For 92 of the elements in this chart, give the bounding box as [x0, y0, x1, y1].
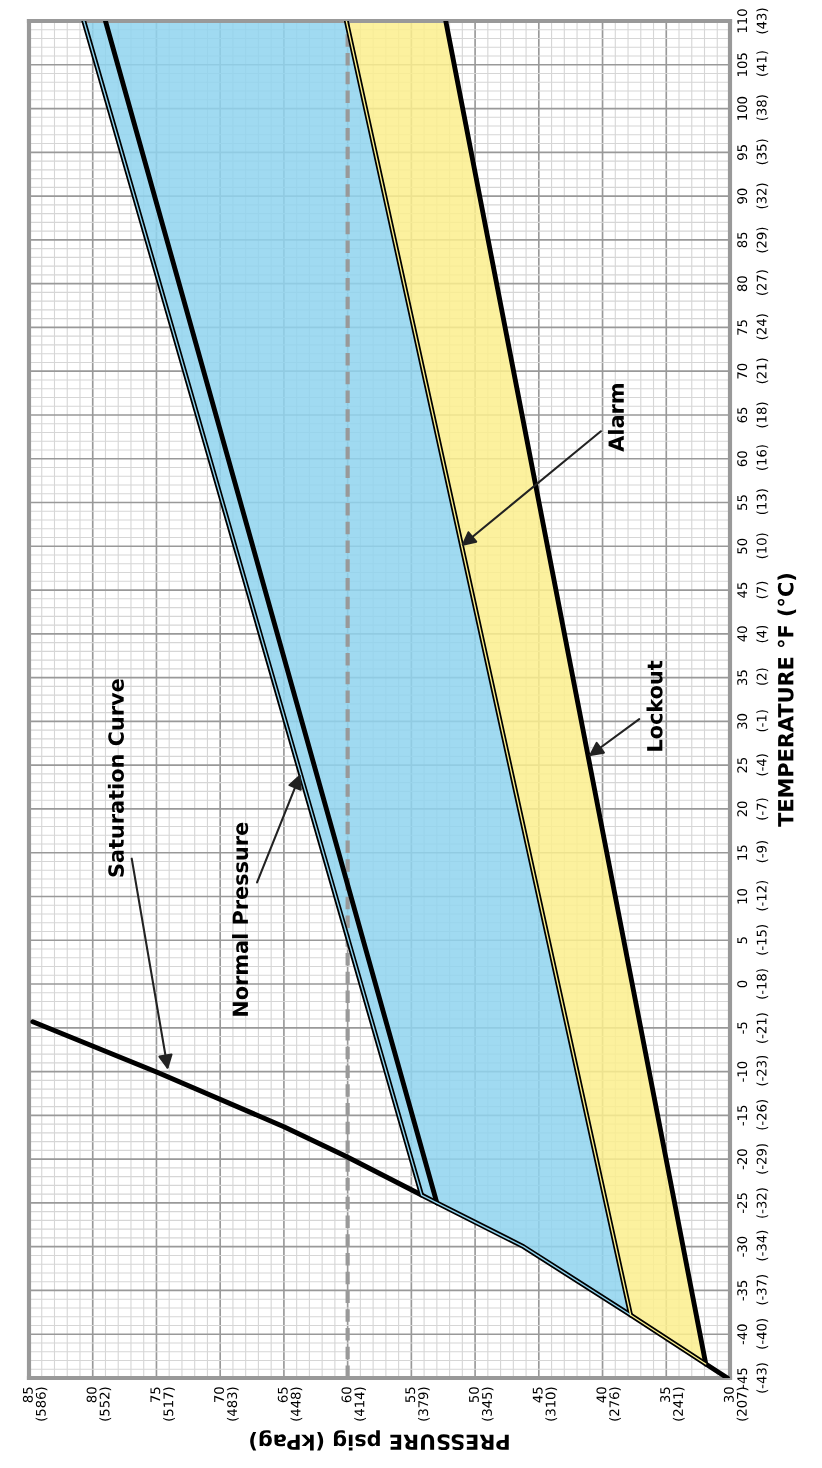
x2-tick-label: (414) [354, 1387, 366, 1421]
y2-tick-label: (-34) [756, 1230, 769, 1261]
y-tick-label: 80 [737, 276, 748, 292]
y2-tick-label: (-40) [756, 1319, 769, 1349]
y-tick-label: -10 [737, 1061, 748, 1082]
y2-tick-label: (24) [756, 314, 769, 340]
y2-tick-label: (38) [756, 95, 769, 121]
y2-tick-label: (16) [756, 445, 769, 470]
x2-tick-label: (276) [609, 1387, 621, 1421]
y2-tick-label: (-4) [756, 754, 769, 776]
y-tick-label: 100 [737, 96, 748, 120]
y-tick-label: -20 [737, 1149, 748, 1170]
x2-tick-label: (241) [672, 1387, 685, 1421]
x2-tick-label: (379) [418, 1387, 430, 1421]
y-tick-label: 0 [737, 980, 748, 988]
y-tick-label: 55 [737, 495, 748, 510]
y-tick-label: 45 [737, 582, 748, 598]
y2-axis-title: TEMPERATURE °F (°C) [777, 574, 797, 827]
y-tick-label: 70 [737, 363, 748, 379]
x2-tick-label: (586) [35, 1387, 48, 1421]
x2-tick-label: (448) [290, 1387, 303, 1421]
x-tick-label: 55 [405, 1387, 416, 1403]
y2-tick-label: (-18) [756, 969, 769, 999]
y-tick-label: -30 [737, 1236, 748, 1257]
y-tick-label: -25 [737, 1193, 748, 1214]
x-tick-label: 50 [468, 1387, 479, 1403]
y-tick-label: 25 [737, 757, 748, 773]
y-tick-label: 50 [737, 538, 748, 554]
y2-tick-label: (27) [756, 270, 769, 296]
x-axis-title: PRESSURE psig (kPag) [250, 1430, 509, 1451]
y2-tick-label: (-26) [756, 1100, 769, 1130]
y2-tick-label: (-12) [756, 880, 769, 911]
y2-tick-label: (-32) [756, 1188, 769, 1218]
y2-tick-label: (-7) [756, 798, 769, 820]
y2-tick-label: (35) [756, 139, 769, 165]
y-tick-label: 65 [737, 407, 748, 423]
y-tick-label: -35 [737, 1280, 748, 1301]
annotation: Normal Pressure [232, 822, 249, 1016]
x-tick-label: 75 [150, 1387, 161, 1403]
y-tick-label: 20 [737, 801, 748, 817]
y-tick-label: 40 [737, 626, 748, 642]
x2-tick-label: (345) [481, 1387, 494, 1421]
y2-tick-label: (2) [756, 668, 769, 685]
y-tick-label: 60 [737, 451, 748, 467]
y2-tick-label: (29) [756, 227, 769, 253]
y2-tick-label: (-37) [756, 1274, 769, 1305]
y-tick-label: 110 [737, 9, 748, 33]
x-tick-label: 65 [277, 1387, 288, 1403]
y2-tick-label: (-9) [756, 841, 769, 863]
y-tick-label: 35 [737, 670, 748, 685]
y2-tick-label: (13) [756, 489, 769, 515]
y2-tick-label: (-1) [756, 710, 769, 732]
y-tick-label: 95 [737, 145, 748, 160]
y-tick-label: 85 [737, 232, 748, 248]
x2-tick-label: (483) [226, 1387, 239, 1421]
x-tick-label: 45 [532, 1387, 543, 1403]
y-tick-label: 90 [737, 188, 748, 204]
y2-tick-label: (-21) [756, 1013, 769, 1043]
x-tick-label: 70 [214, 1387, 225, 1403]
x2-tick-label: (552) [99, 1387, 112, 1421]
x2-tick-label: (310) [545, 1387, 558, 1421]
y-tick-label: 10 [737, 888, 748, 904]
x-tick-label: 35 [660, 1387, 671, 1403]
y-tick-label: -5 [737, 1022, 748, 1034]
y2-tick-label: (-29) [756, 1144, 769, 1174]
y-tick-label: -40 [737, 1324, 748, 1345]
y-tick-label: 105 [737, 53, 748, 76]
x-tick-label: 30 [723, 1387, 734, 1403]
annotation: Saturation Curve [107, 679, 124, 877]
y2-tick-label: (10) [756, 533, 769, 559]
x-tick-label: 60 [341, 1387, 352, 1403]
annotation: Lockout [646, 660, 663, 751]
y-tick-label: 75 [737, 320, 748, 335]
y2-tick-label: (18) [756, 402, 769, 428]
y2-tick-label: (41) [756, 51, 769, 76]
x-tick-label: 85 [22, 1387, 33, 1403]
x-tick-label: 40 [596, 1387, 607, 1403]
y2-tick-label: (-23) [756, 1055, 769, 1086]
y2-tick-label: (7) [756, 581, 769, 599]
x2-tick-label: (517) [163, 1387, 175, 1421]
y2-tick-label: (-43) [756, 1363, 769, 1393]
y2-tick-label: (43) [756, 8, 769, 34]
y-tick-label: 15 [737, 845, 748, 860]
y2-tick-label: (32) [756, 183, 769, 209]
y2-tick-label: (21) [756, 358, 769, 384]
x-tick-label: 80 [86, 1387, 97, 1403]
y2-tick-label: (4) [756, 625, 769, 643]
annotation: Alarm [607, 384, 625, 452]
y-tick-label: 30 [737, 713, 748, 729]
y2-tick-label: (-15) [756, 925, 769, 955]
y-tick-label: 5 [737, 937, 748, 944]
y-tick-label: -15 [737, 1105, 748, 1126]
